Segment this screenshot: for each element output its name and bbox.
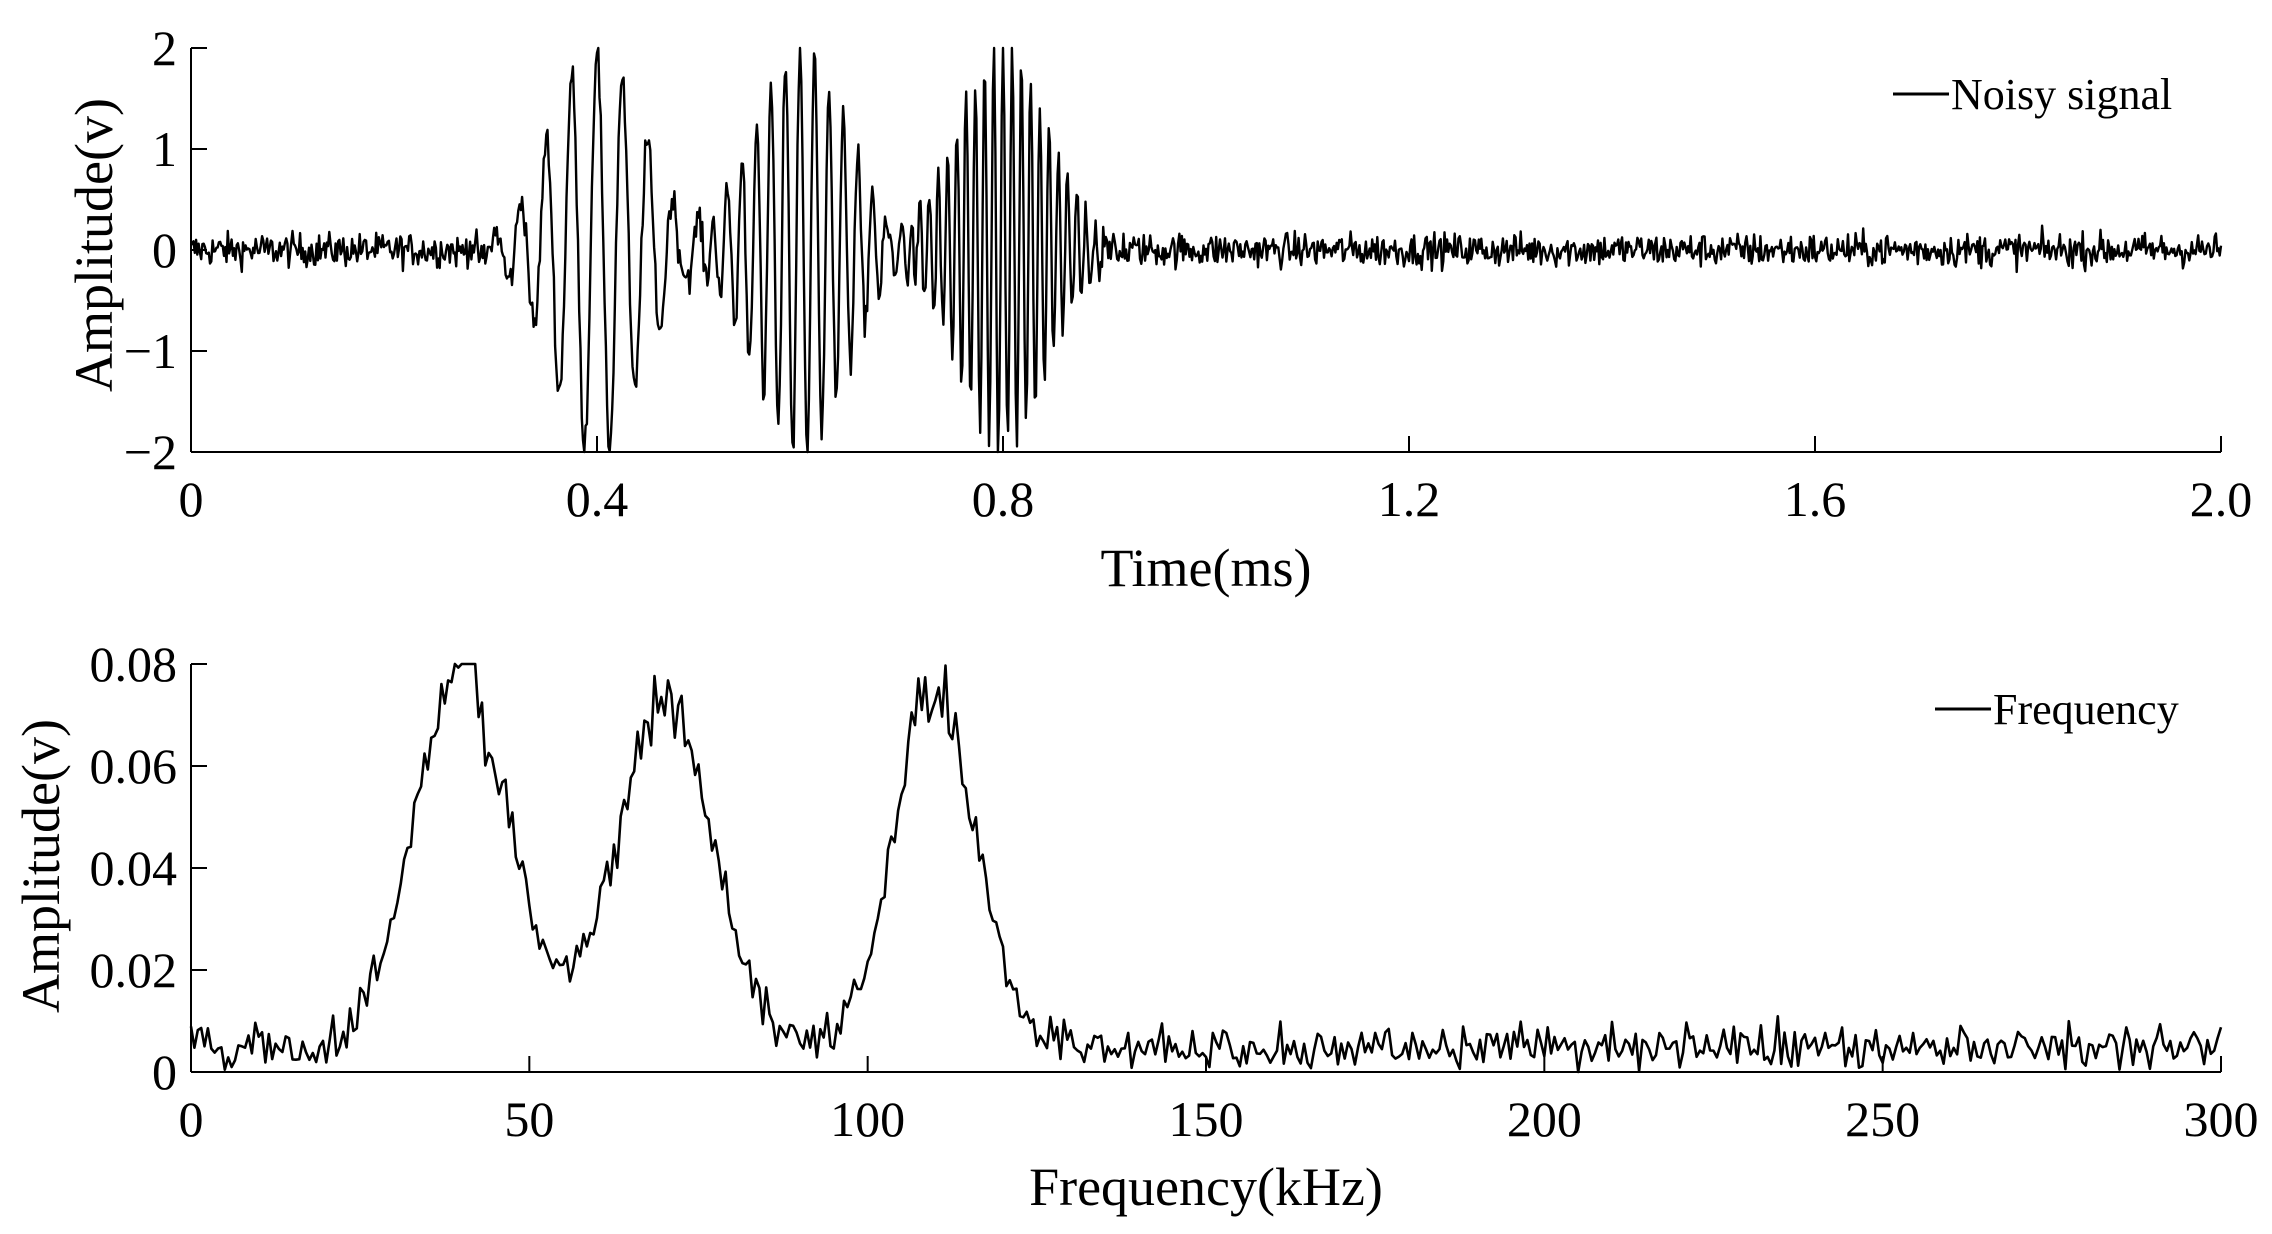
x-tick-label: 50 [504, 1091, 554, 1147]
x-tick-label: 0.4 [566, 471, 629, 527]
frequency-spectrum-chart: 0 50 100 150 200 250 300 0 0.02 0.04 0.06 0.08 Fre… [11, 636, 2259, 1217]
x-tick-label: 150 [1169, 1091, 1244, 1147]
x-axis-time: 0 0.4 0.8 1.2 1.6 2.0 [179, 436, 2253, 527]
y-tick-label: 0.06 [90, 738, 178, 794]
y-tick-label: 0.08 [90, 636, 178, 692]
x-tick-label: 200 [1507, 1091, 1582, 1147]
x-tick-label: 0.8 [972, 471, 1035, 527]
y-tick-label: −2 [124, 424, 177, 480]
y-axis-amplitude: −2 −1 0 1 2 [124, 20, 207, 480]
legend: Noisy signal [1893, 70, 2172, 119]
y-tick-label: −1 [124, 323, 177, 379]
y-axis-label: Amplitude(v) [64, 98, 124, 392]
x-tick-label: 100 [830, 1091, 905, 1147]
y-tick-label: 2 [152, 20, 177, 76]
x-tick-label: 1.6 [1784, 471, 1847, 527]
x-tick-label: 2.0 [2190, 471, 2253, 527]
x-tick-label: 1.2 [1378, 471, 1441, 527]
legend: Frequency [1935, 685, 2179, 734]
time-domain-chart: 0 0.4 0.8 1.2 1.6 2.0 −2 −1 0 1 2 Noisy signal Ti… [64, 20, 2252, 598]
y-axis-label: Amplitude(v) [11, 719, 71, 1013]
y-tick-label: 1 [152, 121, 177, 177]
series-line-noisy-signal [189, 46, 2223, 454]
y-tick-label: 0 [152, 1044, 177, 1100]
y-tick-label: 0 [152, 222, 177, 278]
x-axis-frequency: 0 50 100 150 200 250 300 [179, 1056, 2259, 1147]
x-tick-label: 300 [2184, 1091, 2259, 1147]
x-tick-label: 0 [179, 471, 204, 527]
x-axis-label: Time(ms) [1100, 538, 1311, 598]
series-line-frequency [189, 662, 2223, 1074]
legend-label-noisy-signal: Noisy signal [1951, 70, 2172, 119]
y-tick-label: 0.02 [90, 942, 178, 998]
x-axis-label: Frequency(kHz) [1029, 1157, 1383, 1217]
y-axis-amplitude: 0 0.02 0.04 0.06 0.08 [90, 636, 207, 1100]
x-tick-label: 0 [179, 1091, 204, 1147]
legend-label-frequency: Frequency [1993, 685, 2179, 734]
x-tick-label: 250 [1845, 1091, 1920, 1147]
y-tick-label: 0.04 [90, 840, 178, 896]
